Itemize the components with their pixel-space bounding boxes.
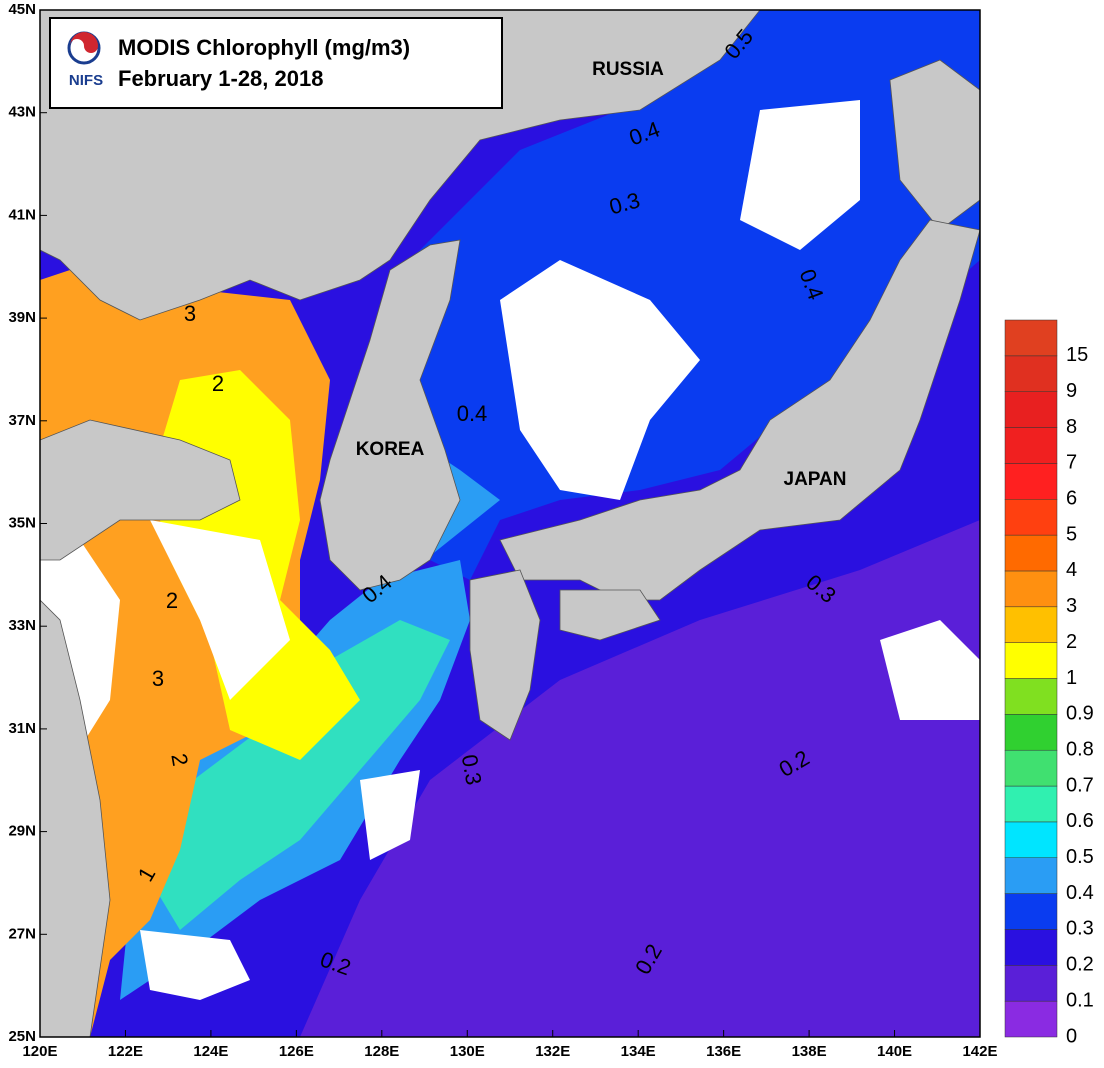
colorbar-band — [1004, 463, 1058, 500]
title-box — [49, 17, 503, 109]
contour-label: 2 — [212, 371, 224, 396]
contour-label: 2 — [166, 588, 178, 613]
region-label: RUSSIA — [592, 59, 664, 80]
y-tick-label: 35N — [8, 514, 36, 531]
colorbar-band — [1004, 534, 1058, 572]
contour-label: 3 — [152, 666, 164, 691]
x-tick-label: 136E — [706, 1043, 741, 1060]
y-tick-label: 45N — [8, 1, 36, 18]
contour-label: 0.4 — [457, 401, 488, 426]
colorbar-band — [1004, 355, 1058, 392]
x-tick-label: 138E — [792, 1043, 827, 1060]
colorbar-band — [1004, 929, 1058, 966]
y-tick-label: 37N — [8, 412, 36, 429]
logo-mark — [70, 32, 98, 53]
colorbar-label: 5 — [1066, 523, 1077, 545]
y-tick-label: 41N — [8, 206, 36, 223]
colorbar-band — [1004, 319, 1058, 357]
no-data — [150, 520, 290, 700]
land — [889, 59, 980, 231]
colorbar-band — [1004, 570, 1058, 608]
colorbar-band — [1004, 391, 1058, 428]
y-tick-label: 27N — [8, 925, 36, 942]
y-tick-label: 43N — [8, 104, 36, 121]
colorbar-band — [1004, 642, 1058, 679]
ocean-zone — [150, 620, 450, 930]
y-tick-label: 39N — [8, 309, 36, 326]
colorbar-band — [1004, 857, 1058, 894]
logo-text: NIFS — [69, 72, 103, 89]
x-tick-label: 132E — [535, 1043, 570, 1060]
contour-label: 2 — [166, 752, 193, 768]
land — [40, 419, 241, 561]
colorbar-label: 4 — [1066, 559, 1077, 581]
y-tick-label: 25N — [8, 1028, 36, 1045]
x-tick-label: 124E — [193, 1043, 228, 1060]
x-tick-label: 134E — [621, 1043, 656, 1060]
colorbar-band — [1004, 749, 1058, 787]
y-tick-label: 29N — [8, 823, 36, 840]
colorbar-band — [1004, 1000, 1058, 1038]
contour-label: 3 — [184, 301, 196, 326]
colorbar-band — [1004, 606, 1058, 643]
x-tick-label: 142E — [962, 1043, 997, 1060]
colorbar-band — [1004, 821, 1058, 859]
land — [319, 239, 461, 591]
colorbar-label: 0.9 — [1066, 703, 1094, 725]
colorbar-label: 15 — [1066, 344, 1088, 366]
colorbar-band — [1004, 965, 1058, 1002]
colorbar-label: 9 — [1066, 380, 1077, 402]
colorbar-label: 2 — [1066, 631, 1077, 653]
colorbar-label: 0.6 — [1066, 810, 1094, 832]
colorbar-band — [1004, 678, 1058, 715]
map-subtitle: February 1-28, 2018 — [118, 66, 323, 91]
y-tick-label: 33N — [8, 617, 36, 634]
no-data — [360, 770, 420, 860]
x-tick-label: 130E — [450, 1043, 485, 1060]
colorbar-label: 0 — [1066, 1025, 1077, 1047]
colorbar-label: 0.4 — [1066, 882, 1094, 904]
colorbar-band — [1004, 785, 1058, 823]
land — [40, 599, 111, 1037]
colorbar-band — [1004, 893, 1058, 930]
land — [469, 569, 541, 741]
axes: 120E 122E 124E 126E 128E 130E 132E 134E 136E 138E… — [8, 1, 997, 1060]
colorbar-band — [1004, 499, 1058, 536]
colorbar-band — [1004, 714, 1058, 751]
map-title: MODIS Chlorophyll (mg/m3) — [118, 35, 410, 60]
y-tick-label: 31N — [8, 720, 36, 737]
colorbar-band — [1004, 427, 1058, 464]
no-data — [500, 260, 700, 500]
contour-label: 0.3 — [457, 752, 487, 786]
x-tick-label: 126E — [279, 1043, 314, 1060]
colorbar-label: 0.7 — [1066, 774, 1094, 796]
region-label: JAPAN — [784, 469, 847, 490]
colorbar-label: 7 — [1066, 452, 1077, 474]
colorbar-label: 8 — [1066, 416, 1077, 438]
no-data — [880, 620, 980, 720]
colorbar: 0 0.1 0.2 0.3 0.4 0.5 0.6 0.7 0.8 0.9 1 2 3 4 5 6 7 8 9 15 — [1004, 319, 1094, 1047]
colorbar-label: 6 — [1066, 488, 1077, 510]
no-data — [740, 100, 860, 250]
colorbar-label: 0.5 — [1066, 846, 1094, 868]
colorbar-label: 3 — [1066, 595, 1077, 617]
x-tick-label: 122E — [108, 1043, 143, 1060]
colorbar-label: 0.3 — [1066, 918, 1094, 940]
colorbar-label: 0.8 — [1066, 738, 1094, 760]
x-tick-label: 128E — [364, 1043, 399, 1060]
colorbar-label: 1 — [1066, 667, 1077, 689]
no-data — [140, 930, 250, 1000]
colorbar-label: 0.1 — [1066, 989, 1094, 1011]
x-tick-label: 120E — [22, 1043, 57, 1060]
region-label: KOREA — [356, 439, 425, 460]
x-tick-label: 140E — [877, 1043, 912, 1060]
land — [559, 589, 661, 641]
colorbar-label: 0.2 — [1066, 954, 1094, 976]
